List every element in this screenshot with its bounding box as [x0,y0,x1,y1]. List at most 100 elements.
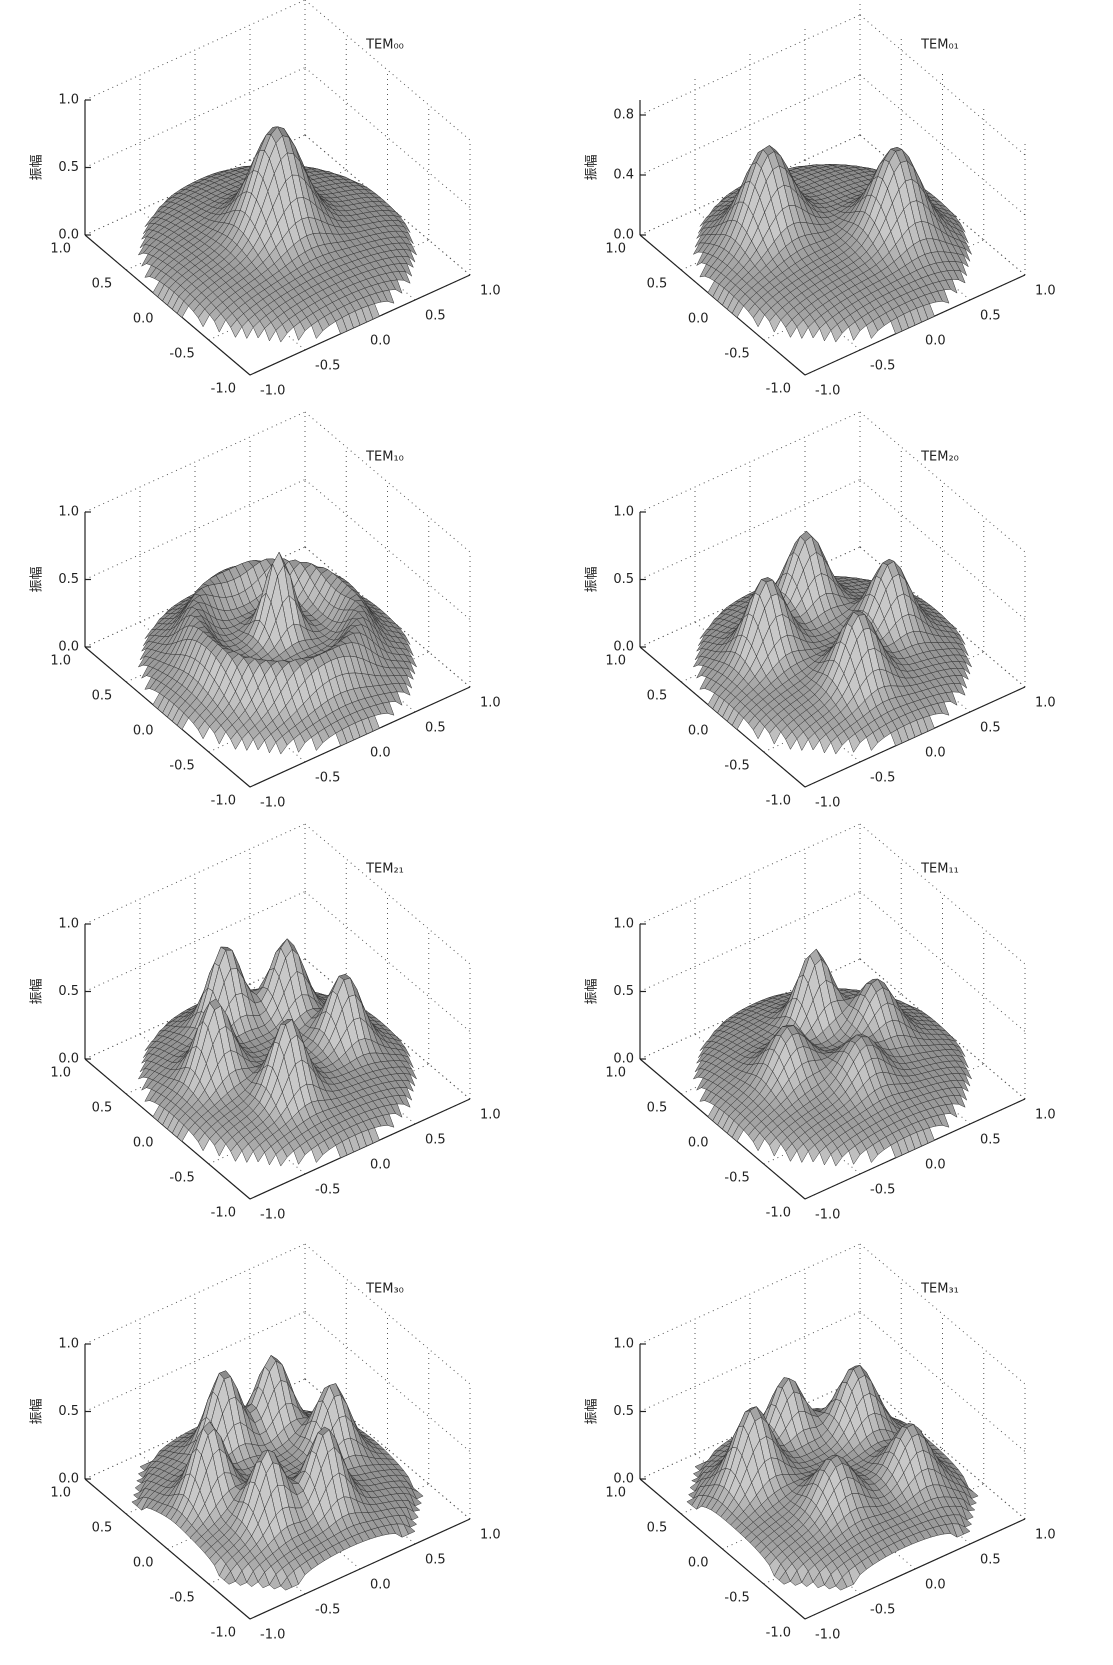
x-tick-label: 0.0 [370,334,391,349]
x-tick-label: -0.5 [870,1183,895,1198]
y-tick-label: 0.5 [647,1101,668,1116]
x-tick-label: 0.0 [925,1158,946,1173]
z-tick-label: 0.8 [613,108,634,123]
x-tick-label: 0.5 [980,309,1001,324]
z-tick-label: 0.0 [58,228,79,243]
z-tick-label: 0.5 [58,984,79,999]
y-tick-label: 0.5 [647,277,668,292]
y-tick-label: 1.0 [50,654,71,669]
panel: 0.00.51.0-1.0-0.50.00.51.0-1.0-0.50.00.5… [30,412,501,811]
x-tick-label: 1.0 [480,696,501,711]
z-axis-label: 振幅 [585,566,600,592]
y-tick-label: 0.0 [688,724,709,739]
x-tick-label: 0.5 [980,1133,1001,1148]
y-tick-label: 0.0 [688,312,709,327]
y-tick-label: 0.5 [647,689,668,704]
y-tick-label: 1.0 [605,1066,626,1081]
panel-title: TEM₀₁ [920,38,959,53]
z-tick-label: 0.0 [58,640,79,655]
x-tick-label: -0.5 [315,359,340,374]
y-tick-label: -1.0 [766,382,791,397]
panel-title: TEM₁₀ [365,450,404,465]
y-tick-label: -1.0 [211,1206,236,1221]
y-tick-label: -0.5 [724,1171,749,1186]
z-tick-label: 0.0 [613,1052,634,1067]
x-tick-label: 0.0 [925,334,946,349]
y-tick-label: -1.0 [211,794,236,809]
x-tick-label: -0.5 [870,771,895,786]
y-tick-label: 0.0 [133,724,154,739]
x-tick-label: -1.0 [260,384,285,399]
y-tick-label: 0.0 [688,1136,709,1151]
y-tick-label: -1.0 [766,794,791,809]
surface [693,145,971,342]
z-tick-label: 0.4 [613,168,634,183]
x-tick-label: 1.0 [480,1108,501,1123]
panel-title: TEM₂₀ [920,450,959,465]
z-tick-label: 0.5 [613,984,634,999]
y-tick-label: -0.5 [724,759,749,774]
x-tick-label: 0.0 [370,746,391,761]
panel-title: TEM₁₁ [920,862,959,877]
panel: 0.0 0.5 1.0 -1.0 -0.5 0.0 0.5 1.0 -1.0 -0.5 0.0 0.5… [30,0,501,399]
x-tick-label: 0.0 [925,746,946,761]
x-tick-label: -1.0 [815,796,840,811]
y-tick-label: 0.5 [92,277,113,292]
panel-title: TEM₂₁ [365,862,404,877]
y-tick-label: 0.5 [92,1101,113,1116]
z-axis-label: 振幅 [30,154,45,180]
panel: 0.0 0.4 0.8 -1.0 -0.5 0.0 0.5 1.0 -1.0 -0.5 0.0 0.5… [585,0,1056,399]
z-tick-label: 0.5 [58,160,79,175]
x-tick-label: 0.5 [425,309,446,324]
x-tick-label: 1.0 [480,284,501,299]
y-tick-label: 0.5 [92,689,113,704]
y-tick-label: -0.5 [169,759,194,774]
x-tick-label: 0.0 [370,1158,391,1173]
y-tick-label: -1.0 [766,1206,791,1221]
x-tick-label: -0.5 [315,1183,340,1198]
panel: 0.00.51.0-1.0-0.50.00.51.0-1.0-0.50.00.5… [30,824,501,1223]
y-tick-label: 1.0 [605,242,626,257]
surface [138,939,416,1166]
y-tick-label: -1.0 [211,382,236,397]
x-tick-label: -1.0 [260,796,285,811]
y-tick-label: -0.5 [169,1171,194,1186]
y-tick-label: -0.5 [724,347,749,362]
surface [693,531,971,754]
z-axis-label: 振幅 [585,978,600,1004]
x-tick-label: 0.5 [425,1133,446,1148]
z-axis-label: 振幅 [30,566,45,592]
x-tick-label: 0.5 [980,721,1001,736]
y-tick-label: 1.0 [605,654,626,669]
z-tick-label: 0.0 [613,640,634,655]
z-tick-label: 1.0 [58,917,79,932]
z-tick-label: 0.0 [613,228,634,243]
x-tick-label: -1.0 [815,1208,840,1223]
z-tick-label: 0.5 [613,572,634,587]
panel: 0.0 0.5 1.0 -1.0 -0.5 0.0 0.5 1.0 -1.0 -0.5 0.0 0.5… [585,412,1056,811]
x-tick-label: 1.0 [1035,696,1056,711]
y-tick-label: 0.0 [133,312,154,327]
z-tick-label: 1.0 [613,505,634,520]
z-axis-label: 振幅 [30,978,45,1004]
x-tick-label: -1.0 [260,1208,285,1223]
z-axis-label: 振幅 [585,154,600,180]
y-tick-label: 0.0 [133,1136,154,1151]
x-tick-label: 1.0 [1035,1108,1056,1123]
y-tick-label: 1.0 [50,1066,71,1081]
x-tick-label: 0.5 [425,721,446,736]
y-tick-label: 1.0 [50,242,71,257]
surface [693,949,971,1166]
y-tick-label: -0.5 [169,347,194,362]
panel: 0.0 0.5 1.0 -1.0 -0.5 0.0 0.5 1.0 -1.0 -0.5 0.0 0.5… [585,824,1056,1223]
panel-title: TEM₀₀ [365,38,404,53]
x-tick-label: -1.0 [815,384,840,399]
surface [138,127,416,342]
z-tick-label: 1.0 [58,93,79,108]
figure: 0.0 0.5 1.0 -1.0 -0.5 0.0 0.5 1.0 -1.0 -0.5 0.0 0.5… [0,0,1113,1665]
z-tick-label: 1.0 [58,505,79,520]
surface [138,552,416,754]
x-tick-label: -0.5 [870,359,895,374]
x-tick-label: 1.0 [1035,284,1056,299]
x-tick-label: -0.5 [315,771,340,786]
